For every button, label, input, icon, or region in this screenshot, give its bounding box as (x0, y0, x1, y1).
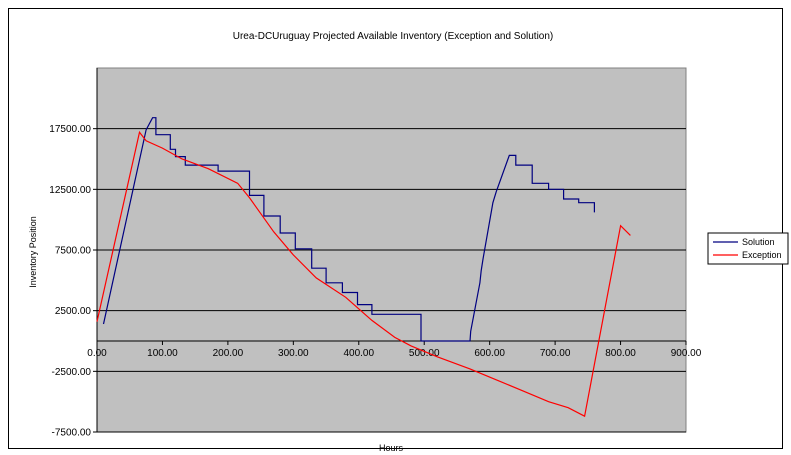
y-tick-label: -7500.00 (52, 428, 92, 439)
y-tick-label: 12500.00 (49, 185, 91, 196)
legend-entry: Exception (742, 250, 782, 260)
x-tick-label: 200.00 (213, 348, 244, 359)
y-tick-label: 2500.00 (55, 306, 92, 317)
x-tick-label: 600.00 (474, 348, 505, 359)
series-line-exception (96, 130, 631, 418)
x-tick-label: 700.00 (540, 348, 571, 359)
x-tick-label: 300.00 (278, 348, 309, 359)
legend: Solution Exception (707, 232, 789, 265)
legend-entry: Solution (742, 237, 775, 247)
series-layer (96, 117, 631, 418)
x-axis-ticks: 0.00 100.00 200.00 300.00 400.00 500.00 600.00… (87, 341, 702, 359)
x-tick-label: 0.00 (87, 348, 107, 359)
y-axis-label: Inventory Position (28, 216, 38, 288)
x-tick-label: 100.00 (147, 348, 178, 359)
gridlines (97, 128, 686, 433)
x-axis-label: Hours (379, 443, 404, 453)
x-tick-label: 500.00 (409, 348, 440, 359)
y-axis-ticks: 17500.00 12500.00 7500.00 2500.00 -2500.00 -7… (49, 124, 97, 439)
chart-title: Urea-DCUruguay Projected Available Inven… (233, 31, 554, 42)
x-tick-label: 900.00 (671, 348, 702, 359)
x-tick-label: 800.00 (605, 348, 636, 359)
legend-box (707, 232, 789, 265)
x-tick-label: 400.00 (343, 348, 374, 359)
series-line-solution (102, 117, 596, 342)
y-tick-label: 7500.00 (55, 246, 92, 257)
y-tick-label: -2500.00 (52, 367, 92, 378)
y-tick-label: 17500.00 (49, 124, 91, 135)
